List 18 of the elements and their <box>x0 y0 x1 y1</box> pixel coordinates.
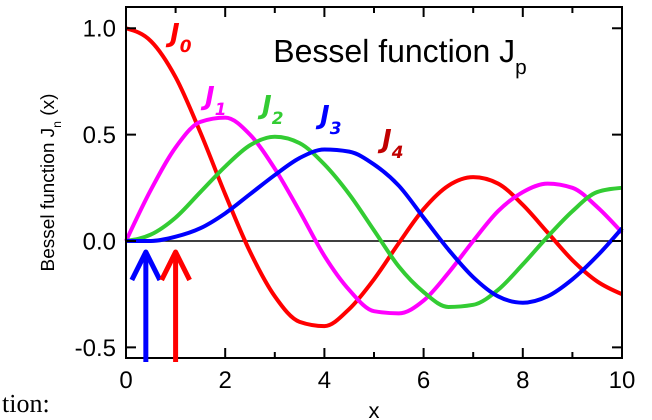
annotation: J$_{4}$ <box>377 125 404 162</box>
y-tick-label: 0.0 <box>82 228 116 256</box>
x-tick-label: 2 <box>218 367 232 394</box>
series-label: J$_{2}$ <box>257 91 284 128</box>
series-label: J$_{0}$ <box>165 19 192 56</box>
text: Bessel function J$_{p}$ <box>273 33 527 78</box>
x-tick-label: 10 <box>608 367 636 394</box>
x-tick-label: 0 <box>119 367 133 394</box>
y-tick-label: 1.0 <box>82 16 116 43</box>
x-axis-title: x <box>368 398 380 420</box>
x-tick-label: 4 <box>318 367 332 394</box>
series-label: J$_{1}$ <box>200 82 226 119</box>
x-tick-label: 6 <box>416 367 430 394</box>
text: tion: <box>2 389 50 418</box>
y-tick-label: -0.5 <box>74 334 116 362</box>
y-tick-label: 0.5 <box>82 122 116 150</box>
series-label: J$_{3}$ <box>315 101 342 138</box>
x-tick-label: 8 <box>516 367 530 394</box>
